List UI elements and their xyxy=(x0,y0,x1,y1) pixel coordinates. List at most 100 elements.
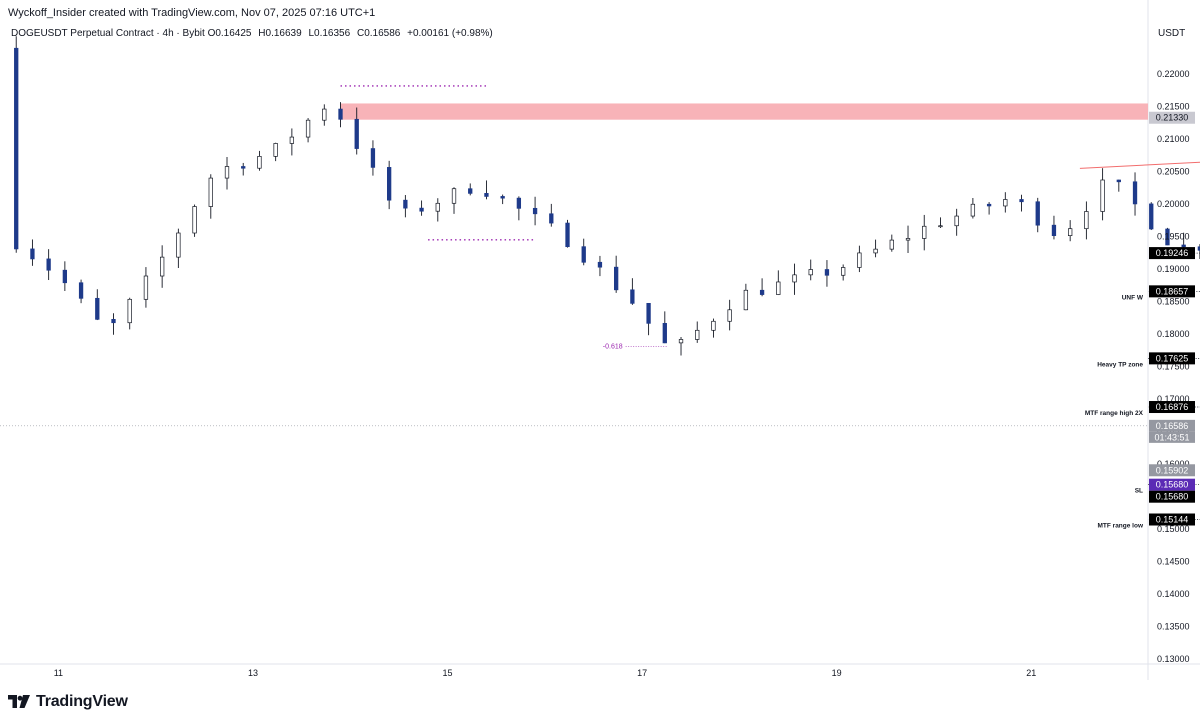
candle-body-32 xyxy=(532,207,538,215)
close-value: 0.16586 xyxy=(364,28,401,39)
level-label-1: UNF W xyxy=(1122,294,1144,301)
candle-body-26 xyxy=(435,202,440,212)
candle-body-61 xyxy=(1003,199,1008,207)
candle-body-19 xyxy=(322,108,327,121)
candle-body-37 xyxy=(614,266,619,291)
candle-body-46 xyxy=(759,289,765,295)
price-tag-bg-7 xyxy=(1149,478,1195,491)
candle-body-1 xyxy=(30,248,35,260)
candle-body-13 xyxy=(224,166,230,179)
price-tag-bg-6 xyxy=(1149,464,1195,477)
close-label: C xyxy=(356,28,365,39)
candle-body-27 xyxy=(451,188,457,204)
price-tag-3: 0.17625 xyxy=(1156,353,1189,363)
price-tag-6: 0.15902 xyxy=(1156,465,1189,475)
level-label-4: SL xyxy=(1135,488,1143,495)
candle-body-29 xyxy=(484,193,489,197)
candle-body-33 xyxy=(549,213,554,224)
y-tick-12: 0.16000 xyxy=(1157,459,1190,469)
y-tick-4: 0.20000 xyxy=(1157,199,1190,209)
y-tick-8: 0.18000 xyxy=(1157,329,1190,339)
candle-body-69 xyxy=(1132,181,1138,205)
candle-body-71 xyxy=(1165,228,1170,246)
countdown-bg xyxy=(1149,431,1195,443)
trendline xyxy=(1079,161,1200,169)
price-tag-bg-2 xyxy=(1149,285,1195,298)
price-tag-5: 0.16586 xyxy=(1156,421,1189,431)
candle-body-53 xyxy=(873,248,878,254)
candle-body-10 xyxy=(176,232,181,258)
candle-body-38 xyxy=(630,289,635,304)
price-tag-bg-5 xyxy=(1149,419,1195,432)
candle-body-0 xyxy=(14,47,19,250)
high-value: 0.16639 xyxy=(265,28,302,39)
price-tag-bg-8 xyxy=(1149,490,1195,503)
price-tag-bg-0 xyxy=(1149,111,1195,124)
candles xyxy=(14,36,1200,356)
candle-body-40 xyxy=(662,322,667,344)
chart-creator-credit: Wyckoff_Insider created with TradingView… xyxy=(8,7,376,19)
price-tag-4: 0.16876 xyxy=(1156,402,1189,412)
currency-label[interactable]: USDT xyxy=(1158,28,1186,39)
low-label: L xyxy=(308,28,315,39)
candle-body-66 xyxy=(1084,211,1089,230)
y-tick-9: 0.17500 xyxy=(1157,361,1190,371)
candle-body-57 xyxy=(938,225,943,228)
y-tick-2: 0.21000 xyxy=(1157,134,1190,144)
candle-body-47 xyxy=(776,281,781,295)
price-tag-7: 0.15680 xyxy=(1156,480,1189,490)
candle-body-50 xyxy=(824,269,830,276)
candle-body-52 xyxy=(857,252,862,268)
candle-body-6 xyxy=(111,319,116,324)
candle-body-12 xyxy=(208,177,213,207)
y-tick-15: 0.14500 xyxy=(1157,556,1190,566)
candle-body-28 xyxy=(468,188,473,194)
y-tick-17: 0.13500 xyxy=(1157,621,1190,631)
y-tick-7: 0.18500 xyxy=(1157,297,1190,307)
candle-body-4 xyxy=(78,282,84,299)
candle-body-72 xyxy=(1181,244,1186,248)
candle-body-35 xyxy=(581,246,586,263)
price-tag-bg-4 xyxy=(1149,401,1195,414)
candle-body-2 xyxy=(46,258,51,271)
y-tick-6: 0.19000 xyxy=(1157,264,1190,274)
y-tick-18: 0.13000 xyxy=(1157,654,1190,664)
candle-body-8 xyxy=(143,275,149,300)
candle-body-15 xyxy=(257,156,262,169)
x-tick-1: 13 xyxy=(248,668,258,678)
candle-body-48 xyxy=(792,274,797,283)
candle-body-20 xyxy=(338,108,343,120)
candle-body-11 xyxy=(192,206,197,234)
candle-body-21 xyxy=(354,118,359,149)
candle-body-17 xyxy=(289,136,295,144)
level-label-2: Heavy TP zone xyxy=(1097,361,1143,368)
level-label-3: MTF range high 2X xyxy=(1085,410,1144,417)
symbol-legend: DOGEUSDT Perpetual Contract · 4h · Bybit… xyxy=(11,28,497,39)
candle-body-24 xyxy=(403,199,408,209)
candle-body-49 xyxy=(808,269,813,276)
brand-name: TradingView xyxy=(36,693,128,710)
x-tick-4: 19 xyxy=(832,668,842,678)
candle-body-30 xyxy=(500,196,505,199)
candle-body-54 xyxy=(889,239,894,250)
candle-body-39 xyxy=(646,302,651,324)
x-tick-5: 21 xyxy=(1026,668,1036,678)
candle-body-22 xyxy=(370,148,376,168)
price-tag-bg-1 xyxy=(1149,247,1195,260)
brand-logo[interactable]: TradingView xyxy=(8,693,128,711)
price-tag-1: 0.19246 xyxy=(1156,248,1189,258)
candle-body-63 xyxy=(1035,201,1040,226)
price-tag-8: 0.15680 xyxy=(1156,492,1189,502)
candle-body-55 xyxy=(905,238,911,241)
price-tag-0: 0.21330 xyxy=(1156,113,1189,123)
fib-label-0: -0.618 xyxy=(603,343,623,350)
candle-body-64 xyxy=(1051,224,1057,236)
y-tick-0: 0.22000 xyxy=(1157,69,1190,79)
y-tick-5: 0.19500 xyxy=(1157,232,1190,242)
y-tick-3: 0.20500 xyxy=(1157,167,1190,177)
candle-body-44 xyxy=(727,309,732,322)
symbol-title[interactable]: DOGEUSDT Perpetual Contract · 4h · Bybit xyxy=(11,28,205,39)
price-tag-2: 0.18657 xyxy=(1156,286,1189,296)
candle-body-18 xyxy=(305,119,311,138)
